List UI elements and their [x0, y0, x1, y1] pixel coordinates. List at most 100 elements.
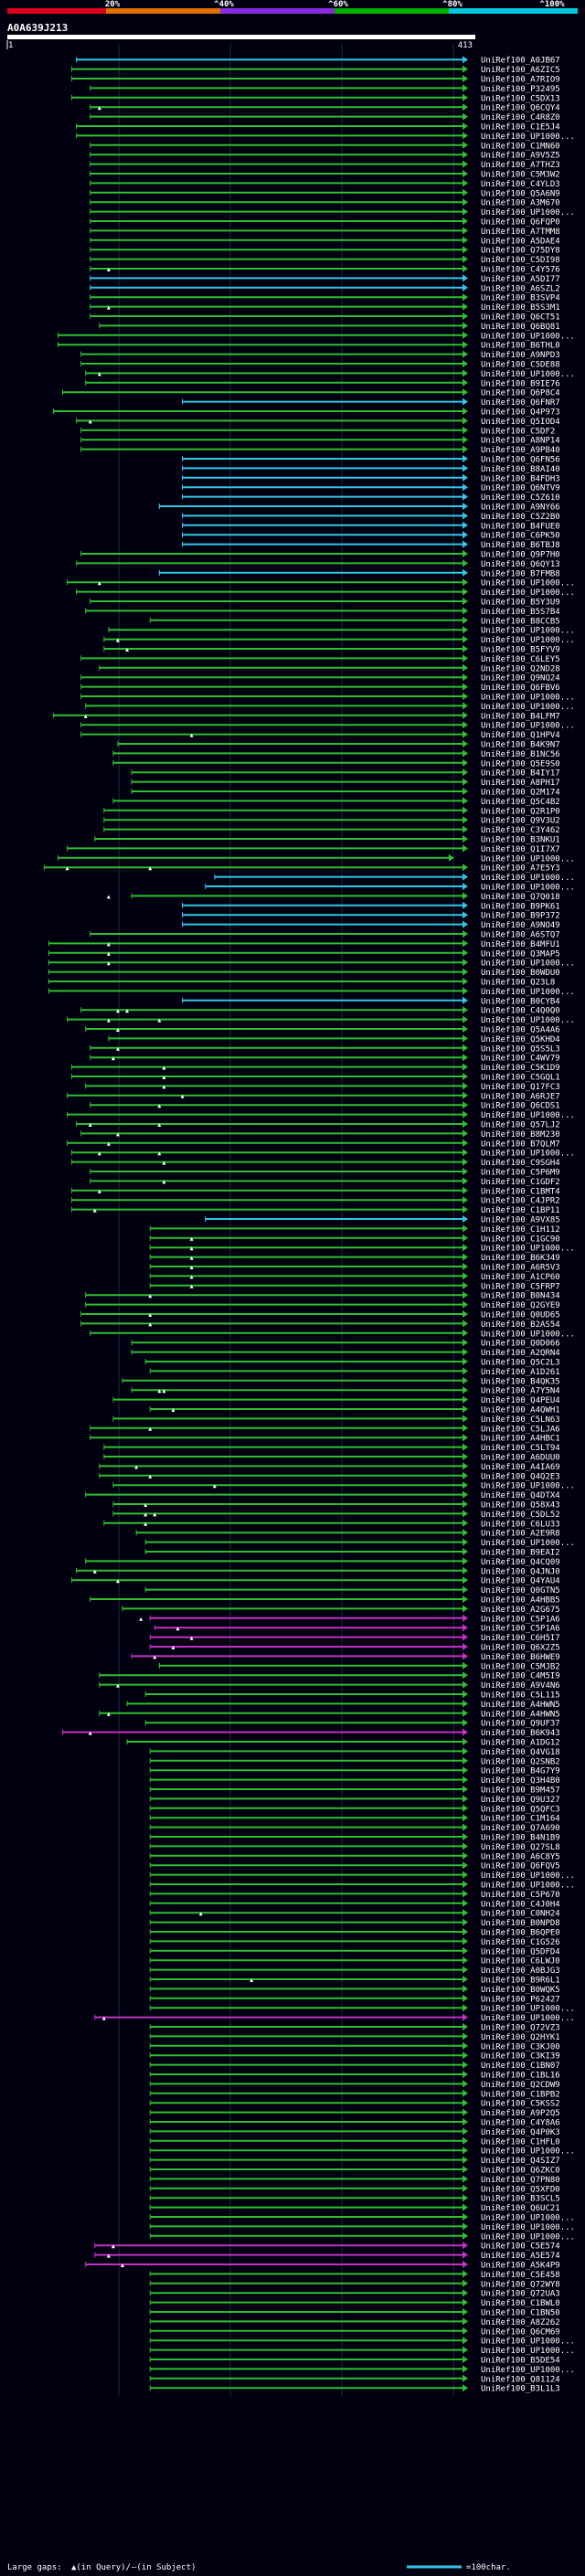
hit-label[interactable]: UniRef100_Q72UA3: [481, 2290, 560, 2299]
hit-row[interactable]: UniRef100_B9M457: [149, 1786, 560, 1796]
hit-row[interactable]: UniRef100_C5Z2B0: [182, 512, 560, 522]
hit-label[interactable]: UniRef100_Q6FN56: [481, 456, 560, 465]
hit-row[interactable]: UniRef100_Q4DTX4: [85, 1490, 560, 1501]
hit-label[interactable]: UniRef100_A5DI77: [481, 275, 560, 284]
hit-label[interactable]: UniRef100_Q5C4B2: [481, 798, 560, 807]
hit-row[interactable]: UniRef100_UP1000...: [149, 1871, 575, 1882]
hit-row[interactable]: UniRef100_A9NO49: [182, 920, 560, 931]
hit-row[interactable]: UniRef100_B6K943: [61, 1728, 560, 1739]
hit-row[interactable]: UniRef100_C1H112: [149, 1224, 560, 1235]
hit-row[interactable]: UniRef100_A7RIO9: [71, 75, 560, 85]
hit-row[interactable]: UniRef100_B4FDH3: [182, 473, 560, 484]
hit-label[interactable]: UniRef100_B9EAI2: [481, 1549, 560, 1558]
hit-label[interactable]: UniRef100_C9SGH4: [481, 1159, 560, 1168]
hit-label[interactable]: UniRef100_B8CCB5: [481, 617, 560, 626]
hit-label[interactable]: UniRef100_C5E574: [481, 2242, 560, 2252]
hit-label[interactable]: UniRef100_Q58X43: [481, 1501, 560, 1511]
hit-row[interactable]: UniRef100_Q4PEU4: [112, 1395, 560, 1406]
hit-label[interactable]: UniRef100_UP1000...: [481, 370, 575, 379]
hit-label[interactable]: UniRef100_C5E458: [481, 2271, 560, 2280]
hit-label[interactable]: UniRef100_A4IA69: [481, 1463, 560, 1472]
hit-row[interactable]: UniRef100_A6RJE7: [67, 1091, 560, 1102]
hit-label[interactable]: UniRef100_Q5DFD4: [481, 1947, 560, 1956]
hit-label[interactable]: UniRef100_A9V5Z5: [481, 152, 560, 161]
hit-label[interactable]: UniRef100_Q7A690: [481, 1824, 560, 1833]
hit-row[interactable]: UniRef100_UP1000...: [85, 702, 575, 712]
hit-row[interactable]: UniRef100_C1BN07: [149, 2061, 560, 2072]
hit-label[interactable]: UniRef100_B3SCL5: [481, 2195, 560, 2204]
hit-row[interactable]: UniRef100_UP1000...: [149, 2337, 575, 2347]
hit-label[interactable]: UniRef100_Q81124: [481, 2375, 560, 2384]
hit-label[interactable]: UniRef100_A9PB40: [481, 446, 560, 455]
hit-row[interactable]: UniRef100_A7Y5N4: [131, 1386, 560, 1396]
hit-row[interactable]: UniRef100_UP1000...: [144, 1538, 575, 1549]
hit-row[interactable]: UniRef100_A3M670: [90, 198, 560, 208]
hit-row[interactable]: UniRef100_Q9U327: [149, 1795, 560, 1805]
hit-label[interactable]: UniRef100_UP1000...: [481, 1482, 575, 1491]
hit-label[interactable]: UniRef100_B9R6L1: [481, 1977, 560, 1986]
hit-label[interactable]: UniRef100_C5DL52: [481, 1511, 560, 1520]
hit-label[interactable]: UniRef100_B4K9N7: [481, 741, 560, 750]
hit-row[interactable]: UniRef100_C5DX13: [71, 93, 560, 104]
hit-row[interactable]: UniRef100_Q81124: [149, 2374, 560, 2385]
hit-label[interactable]: UniRef100_A9NO49: [481, 921, 560, 930]
hit-row[interactable]: UniRef100_Q5XFD0: [149, 2184, 560, 2195]
hit-row[interactable]: UniRef100_B0WQK5: [149, 1985, 560, 1995]
hit-row[interactable]: UniRef100_Q6BQ81: [99, 322, 560, 332]
hit-label[interactable]: UniRef100_C5GQL1: [481, 1074, 560, 1083]
hit-label[interactable]: UniRef100_UP1000...: [481, 874, 575, 883]
hit-row[interactable]: UniRef100_C1BP11: [71, 1205, 560, 1216]
hit-label[interactable]: UniRef100_B9P372: [481, 912, 560, 921]
hit-row[interactable]: UniRef100_B3L1L3: [149, 2384, 560, 2394]
hit-label[interactable]: UniRef100_C1E5J4: [481, 123, 560, 133]
hit-label[interactable]: UniRef100_B7FMB8: [481, 569, 560, 578]
hit-row[interactable]: UniRef100_UP1000...: [57, 331, 575, 342]
hit-row[interactable]: UniRef100_B5S3M1: [90, 302, 560, 313]
hit-row[interactable]: UniRef100_C1BN50: [149, 2308, 560, 2318]
hit-label[interactable]: UniRef100_UP1000...: [481, 703, 575, 712]
hit-label[interactable]: UniRef100_B3NKU1: [481, 836, 560, 845]
hit-row[interactable]: UniRef100_Q5E9S0: [112, 758, 560, 769]
hit-label[interactable]: UniRef100_C6LU33: [481, 1520, 560, 1529]
hit-row[interactable]: UniRef100_UP1000...: [67, 1110, 575, 1121]
hit-row[interactable]: UniRef100_A4HBB5: [90, 1595, 560, 1606]
hit-row[interactable]: UniRef100_UP1000...: [108, 626, 575, 636]
hit-row[interactable]: UniRef100_C4Q0Q0: [80, 1006, 560, 1016]
hit-row[interactable]: UniRef100_A8PH17: [131, 778, 560, 789]
hit-label[interactable]: UniRef100_C4J0H4: [481, 1900, 560, 1909]
hit-row[interactable]: UniRef100_C1MN60: [90, 141, 560, 152]
hit-row[interactable]: UniRef100_A2E9R8: [135, 1529, 560, 1539]
hit-row[interactable]: UniRef100_C5E458: [149, 2270, 560, 2280]
hit-row[interactable]: UniRef100_C9SGH4: [71, 1158, 560, 1169]
hit-row[interactable]: UniRef100_Q3H4B0: [149, 1776, 560, 1786]
hit-label[interactable]: UniRef100_Q4SIZ7: [481, 2157, 560, 2166]
hit-label[interactable]: UniRef100_B8AI40: [481, 465, 560, 474]
hit-label[interactable]: UniRef100_Q7Q018: [481, 893, 560, 902]
hit-row[interactable]: UniRef100_C5LN63: [112, 1415, 560, 1425]
hit-row[interactable]: UniRef100_A6C8Y5: [149, 1851, 560, 1862]
hit-label[interactable]: UniRef100_UP1000...: [481, 722, 575, 731]
hit-label[interactable]: UniRef100_A2QRN4: [481, 1349, 560, 1358]
hit-label[interactable]: UniRef100_UP1000...: [481, 2005, 575, 2014]
hit-row[interactable]: UniRef100_C1M164: [149, 1814, 560, 1824]
hit-row[interactable]: UniRef100_B5S7B4: [85, 607, 560, 617]
hit-label[interactable]: UniRef100_A7Y5N4: [481, 1387, 560, 1396]
hit-row[interactable]: UniRef100_A5DI77: [90, 274, 560, 284]
hit-row[interactable]: UniRef100_Q58X43: [112, 1500, 560, 1511]
hit-row[interactable]: UniRef100_Q7PN80: [149, 2175, 560, 2185]
hit-row[interactable]: UniRef100_B4FUE0: [182, 521, 560, 532]
hit-label[interactable]: UniRef100_Q57LJ2: [481, 1121, 560, 1130]
hit-label[interactable]: UniRef100_A0JB67: [481, 57, 560, 66]
hit-row[interactable]: UniRef100_Q6UC21: [149, 2203, 560, 2214]
hit-label[interactable]: UniRef100_Q7PN80: [481, 2176, 560, 2185]
hit-row[interactable]: UniRef100_C5M3W2: [90, 170, 560, 180]
hit-label[interactable]: UniRef100_C5DF2: [481, 427, 555, 436]
hit-label[interactable]: UniRef100_Q4JNJ0: [481, 1567, 560, 1576]
hit-label[interactable]: UniRef100_UP1000...: [481, 627, 575, 636]
hit-row[interactable]: UniRef100_Q6CQY4: [90, 103, 560, 113]
hit-label[interactable]: UniRef100_A6ZIC5: [481, 66, 560, 75]
hit-row[interactable]: UniRef100_B0NPD8: [149, 1918, 560, 1929]
hit-label[interactable]: UniRef100_UP1000...: [481, 2347, 575, 2356]
hit-row[interactable]: UniRef100_Q23L8: [48, 978, 555, 988]
hit-row[interactable]: UniRef100_A6STQ7: [90, 930, 560, 940]
